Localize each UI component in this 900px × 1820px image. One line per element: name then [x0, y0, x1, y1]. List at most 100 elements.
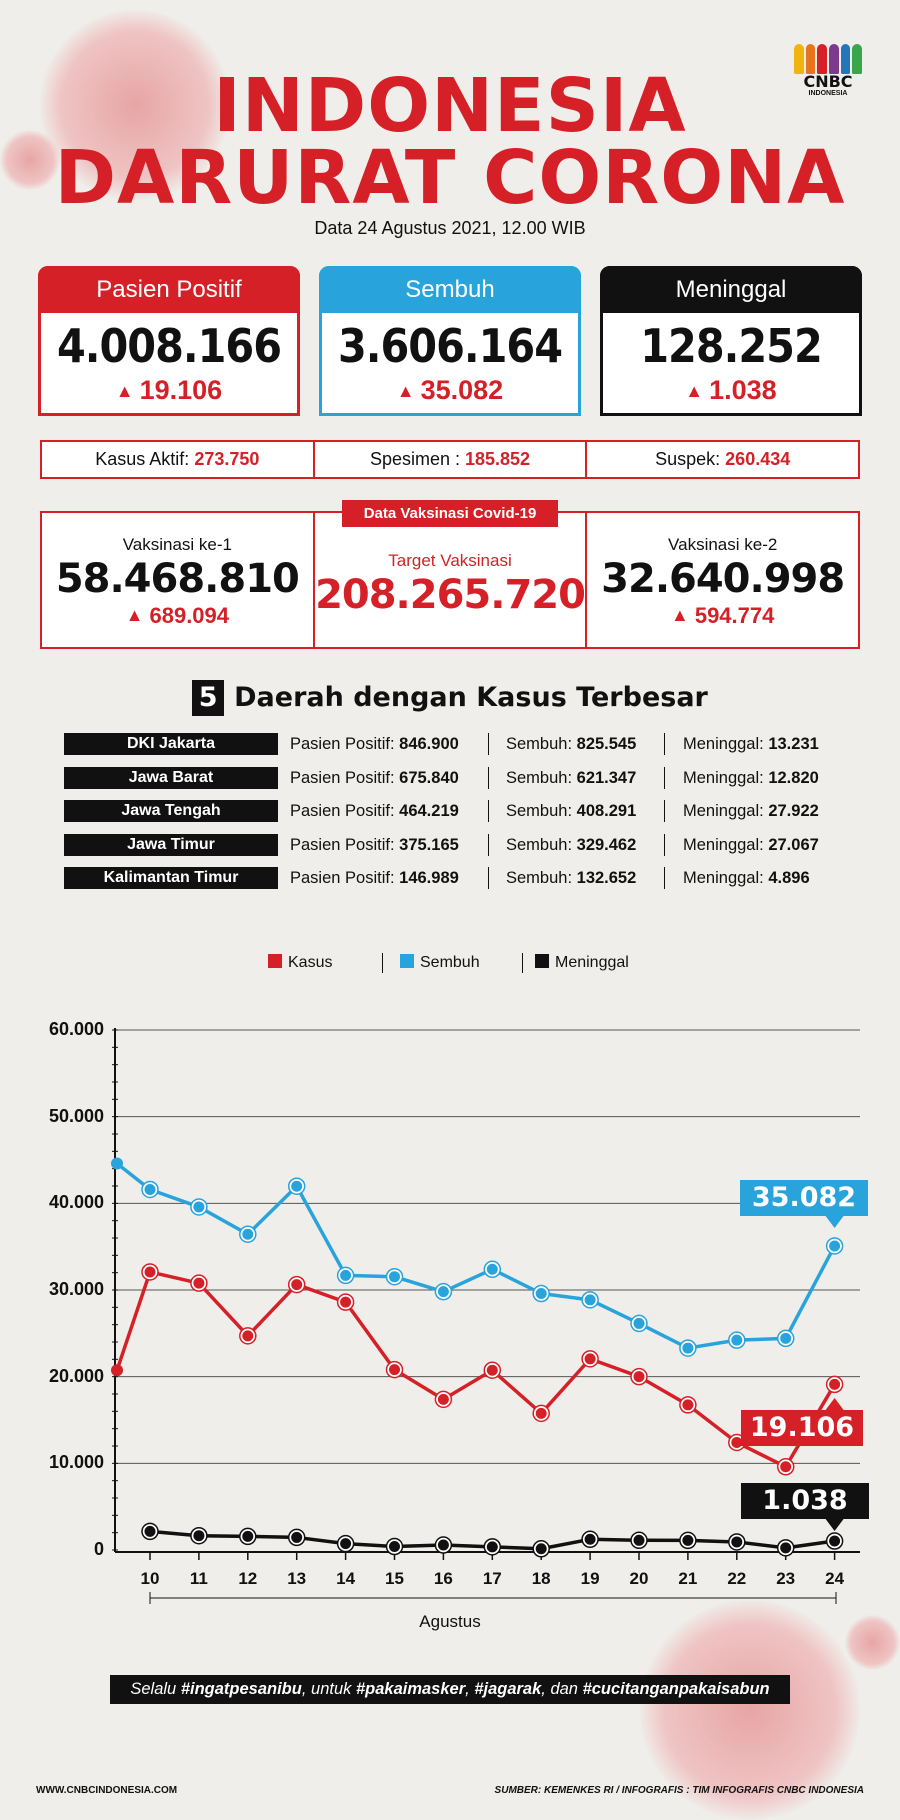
banner-text: , dan — [541, 1680, 583, 1698]
sembuh-label: Sembuh: — [506, 768, 573, 787]
positif-value: 464.219 — [399, 802, 459, 820]
data-point-kasus — [240, 1328, 256, 1344]
data-point-ring — [825, 1237, 844, 1255]
logo-feather — [829, 44, 839, 74]
data-point-ring — [728, 1533, 746, 1551]
meninggal-label: Meninggal: — [683, 835, 764, 854]
data-point-ring — [239, 1327, 257, 1345]
data-point-ring — [287, 1528, 306, 1547]
sembuh-value: 408.291 — [576, 802, 637, 820]
positif-label: Pasien Positif: — [290, 802, 395, 820]
spesimen-value: 185.852 — [465, 449, 531, 469]
data-point-ring — [532, 1540, 550, 1558]
kasus-aktif: Kasus Aktif: 273.750 — [42, 442, 315, 477]
data-point-ring — [287, 1275, 306, 1294]
row-divider — [488, 867, 489, 889]
card-positif-label: Pasien Positif — [38, 266, 300, 313]
delta-value: 19.106 — [139, 375, 223, 405]
double-chevron-up-icon: ▲ — [396, 381, 415, 401]
sembuh-value: 825.545 — [576, 735, 637, 753]
sembuh-value: 621.347 — [576, 768, 637, 787]
chart-legend: Kasus Sembuh Meninggal — [0, 950, 900, 976]
data-point-ring — [581, 1291, 599, 1309]
dose1-delta: ▲ 689.094 — [42, 603, 313, 628]
data-point-ring — [679, 1339, 697, 1357]
positif-label: Pasien Positif: — [290, 835, 395, 854]
card-positif-delta: ▲ 19.106 — [41, 375, 297, 406]
x-tick-label: 10 — [140, 1569, 160, 1588]
row-divider — [664, 800, 665, 822]
region-positif: Pasien Positif: 464.219 — [290, 798, 459, 824]
data-point-meninggal — [338, 1536, 354, 1552]
vaksinasi-target: Target Vaksinasi 208.265.720 — [315, 513, 588, 647]
meninggal-value: 27.922 — [768, 802, 819, 820]
x-tick-label: 18 — [531, 1569, 551, 1588]
y-tick-label: 0 — [93, 1539, 104, 1559]
data-point-ring — [287, 1177, 306, 1195]
data-point-meninggal — [142, 1523, 158, 1539]
virus-decoration-icon — [0, 130, 60, 190]
data-point-meninggal — [582, 1531, 598, 1547]
data-point-ring — [336, 1266, 355, 1285]
banner-text: , — [465, 1680, 475, 1698]
x-tick-label: 19 — [580, 1569, 600, 1588]
regions-number-badge: 5 — [192, 680, 225, 716]
data-point-ring — [141, 1180, 159, 1199]
meninggal-label: Meninggal: — [683, 802, 764, 820]
x-tick-label: 14 — [336, 1569, 356, 1588]
x-tick-label: 17 — [482, 1569, 502, 1588]
banner-hashtag: #ingatpesanibu — [180, 1680, 302, 1698]
dose2-label: Vaksinasi ke-2 — [668, 535, 778, 554]
data-point-ring — [483, 1361, 502, 1379]
data-point-sembuh — [484, 1261, 500, 1277]
data-point-meninggal — [631, 1532, 647, 1548]
row-divider — [664, 867, 665, 889]
logo-text: CNBC — [803, 72, 853, 91]
y-tick-label: 60.000 — [48, 1019, 104, 1039]
row-divider — [664, 766, 665, 789]
virus-decoration-icon — [845, 1615, 900, 1670]
meninggal-label: Meninggal: — [683, 869, 764, 887]
x-tick-label: 24 — [825, 1569, 845, 1588]
data-point-ring — [776, 1458, 795, 1476]
x-tick-label: 11 — [189, 1569, 208, 1588]
data-point-meninggal — [680, 1532, 696, 1548]
data-point-ring — [825, 1532, 844, 1550]
vaksinasi-tag: Data Vaksinasi Covid-19 — [342, 500, 558, 527]
legend-swatch — [268, 954, 282, 968]
data-point-ring — [630, 1531, 648, 1550]
legend-meninggal: Meninggal — [535, 950, 629, 976]
legend-kasus: Kasus — [268, 950, 332, 976]
positif-value: 146.989 — [399, 869, 459, 887]
data-point-sembuh — [289, 1178, 305, 1194]
region-name: Jawa Barat — [64, 766, 278, 789]
callout-sembuh: 35.082 — [740, 1180, 868, 1216]
banner-text: , untuk — [301, 1680, 356, 1698]
positif-label: Pasien Positif: — [290, 869, 395, 887]
data-point-kasus — [827, 1376, 843, 1392]
dose1-label: Vaksinasi ke-1 — [122, 535, 232, 554]
sembuh-label: Sembuh: — [506, 802, 573, 820]
meninggal-value: 27.067 — [768, 835, 819, 854]
region-sembuh: Sembuh: 132.652 — [506, 865, 636, 891]
data-point-ring — [630, 1367, 648, 1386]
row-divider — [664, 833, 665, 856]
sembuh-label: Sembuh: — [506, 735, 573, 753]
vaksinasi-box: Vaksinasi ke-1 58.468.810 ▲ 689.094 Targe… — [40, 511, 860, 649]
region-meninggal: Meninggal: 27.922 — [683, 798, 819, 824]
x-tick-label: 21 — [678, 1569, 698, 1588]
callout-meninggal: 1.038 — [741, 1483, 869, 1519]
delta-value: 689.094 — [149, 603, 230, 628]
data-point-ring — [581, 1350, 599, 1368]
dose1-value: 58.468.810 — [55, 556, 300, 602]
card-sembuh-delta: ▲ 35.082 — [322, 375, 578, 406]
data-point-meninggal — [387, 1539, 402, 1555]
data-point-meninggal — [827, 1533, 843, 1549]
data-point-ring — [190, 1274, 208, 1292]
region-row: Kalimantan Timur Pasien Positif: 146.989 S… — [64, 865, 854, 891]
data-point-sembuh — [240, 1226, 256, 1242]
sembuh-value: 132.652 — [576, 869, 637, 887]
card-sembuh-value: 3.606.164 — [337, 319, 563, 373]
data-point-meninggal — [191, 1528, 207, 1544]
meninggal-value: 13.231 — [768, 735, 819, 753]
